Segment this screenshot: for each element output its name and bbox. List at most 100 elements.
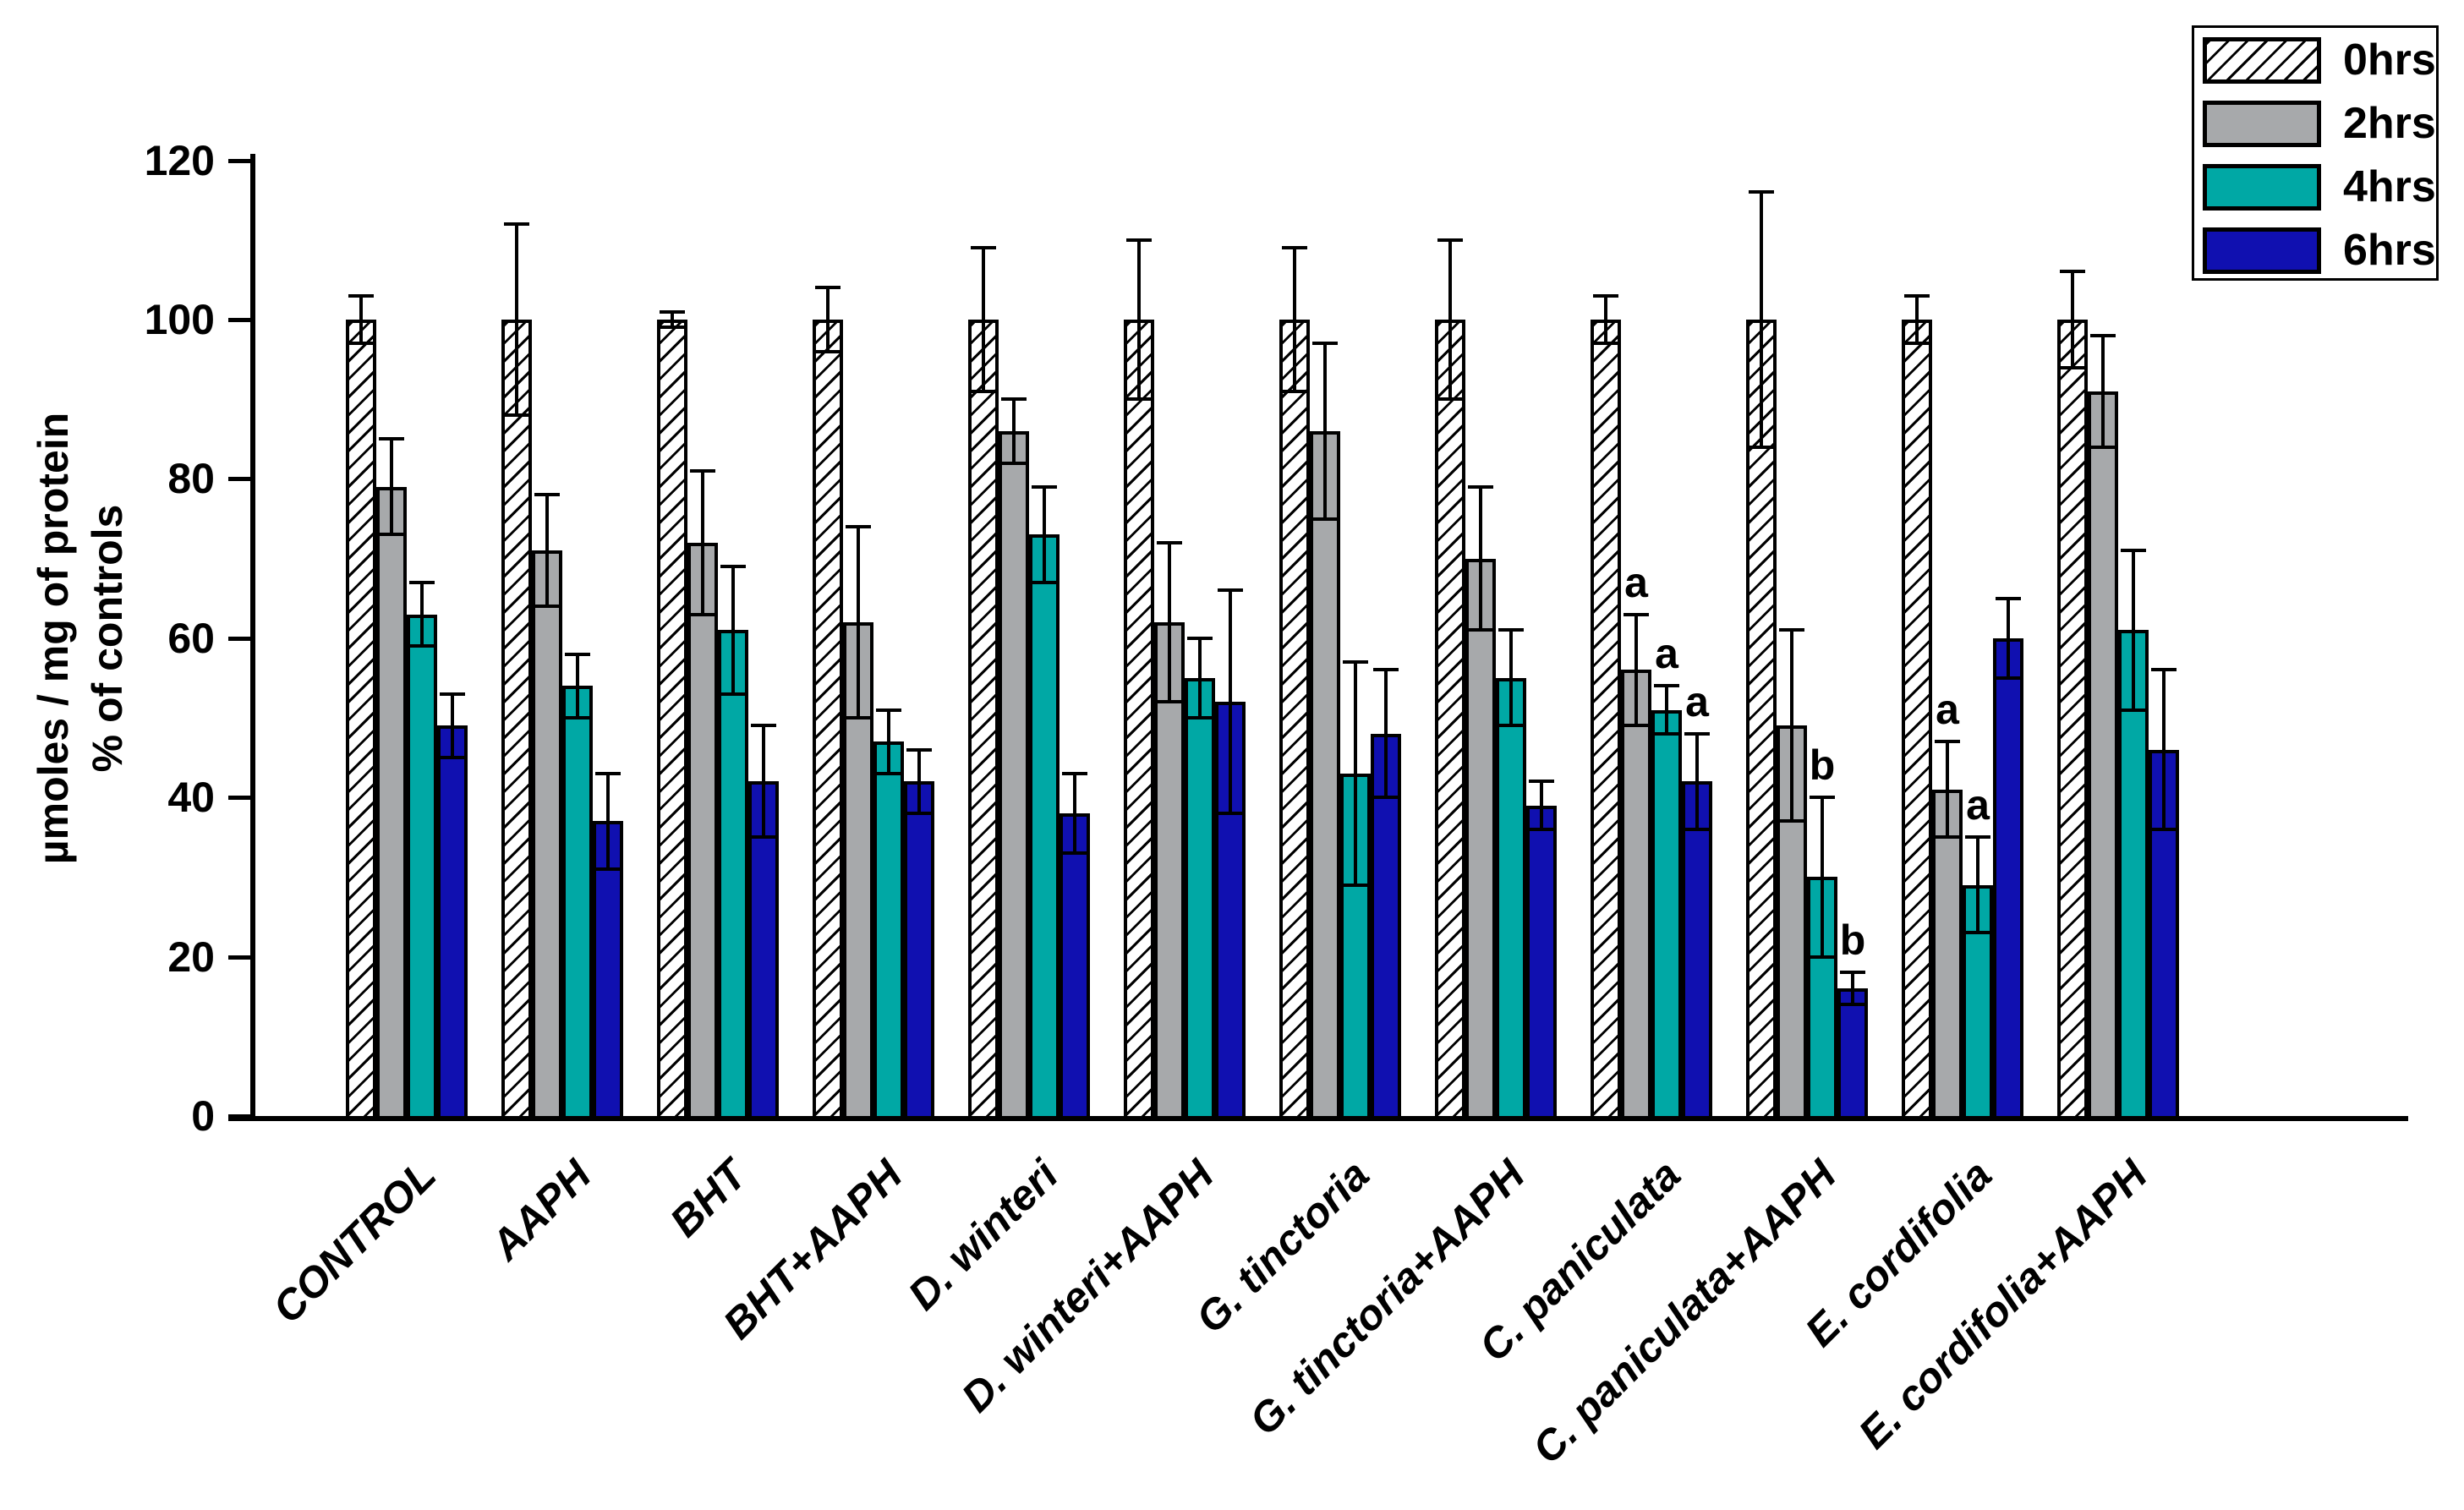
error-bar-cap-top — [2121, 549, 2146, 553]
error-bar-cap-top — [1062, 771, 1087, 775]
error-bar-cap-bottom — [1965, 931, 1990, 935]
error-bar-line — [1760, 192, 1763, 447]
bar-4hrs — [1029, 534, 1060, 1119]
error-bar-line — [359, 295, 363, 344]
significance-letter: a — [1655, 630, 1678, 678]
error-bar-cap-top — [1840, 971, 1865, 975]
bar-2hrs — [1154, 621, 1185, 1119]
error-bar-cap-bottom — [440, 756, 465, 760]
error-bar-line — [515, 223, 518, 416]
error-bar-cap-bottom — [1282, 389, 1307, 393]
error-bar-cap-bottom — [565, 716, 590, 719]
error-bar-cap-top — [1529, 780, 1554, 784]
error-bar-cap-top — [1810, 796, 1835, 800]
bar-4hrs — [873, 741, 904, 1119]
error-bar-line — [701, 470, 704, 615]
error-bar-cap-bottom — [906, 812, 932, 816]
x-category-label: CONTROL — [263, 1151, 445, 1332]
bar-2hrs — [687, 542, 718, 1119]
error-bar-cap-bottom — [1904, 342, 1930, 346]
significance-letter: b — [1839, 916, 1866, 965]
bar-0hrs — [1746, 320, 1777, 1119]
error-bar-cap-top — [1157, 540, 1182, 544]
error-bar-cap-top — [1126, 238, 1152, 242]
legend-item-0hrs: 0hrs — [2203, 36, 2436, 84]
error-bar-cap-bottom — [348, 342, 374, 346]
error-bar-line — [1851, 972, 1854, 1005]
error-bar-cap-bottom — [2151, 827, 2177, 831]
significance-letter: a — [1685, 677, 1709, 725]
legend-swatch-2hrs — [2203, 100, 2321, 147]
error-bar-cap-bottom — [1437, 397, 1463, 402]
bar-2hrs — [376, 486, 407, 1119]
error-bar-line — [826, 287, 830, 352]
error-bar-line — [1604, 295, 1607, 344]
legend-label: 2hrs — [2343, 99, 2436, 148]
error-bar-cap-top — [1468, 484, 1493, 489]
legend-item-4hrs: 4hrs — [2203, 163, 2436, 211]
y-tick — [228, 955, 250, 960]
error-bar-cap-top — [1779, 628, 1804, 632]
bar-4hrs — [1651, 709, 1682, 1119]
error-bar-line — [762, 725, 765, 838]
error-bar-cap-bottom — [1810, 955, 1835, 959]
bar-4hrs — [1496, 677, 1526, 1119]
legend-item-6hrs: 6hrs — [2203, 227, 2436, 274]
bar-4hrs — [718, 630, 748, 1119]
bar-6hrs — [1837, 988, 1868, 1119]
error-bar-cap-top — [1593, 293, 1618, 298]
x-category-label: C. paniculata+AAPH — [1523, 1151, 1845, 1473]
x-category-label: AAPH — [482, 1151, 600, 1270]
error-bar-cap-top — [1965, 835, 1990, 840]
error-bar-cap-top — [1935, 740, 1960, 744]
error-bar-cap-top — [1282, 246, 1307, 250]
error-bar-cap-top — [379, 437, 404, 441]
x-category-label: BHT — [660, 1151, 756, 1246]
error-bar-cap-bottom — [1032, 580, 1057, 584]
error-bar-line — [545, 495, 549, 607]
error-bar-cap-top — [504, 222, 529, 226]
error-bar-line — [2132, 550, 2135, 710]
error-bar-line — [1012, 399, 1016, 463]
error-bar-line — [917, 749, 921, 814]
error-bar-line — [2007, 598, 2010, 678]
error-bar-cap-bottom — [1312, 517, 1338, 521]
bar-4hrs — [2118, 630, 2149, 1119]
error-bar-line — [1540, 781, 1543, 829]
error-bar-cap-top — [1218, 588, 1243, 593]
error-bar-cap-bottom — [1468, 628, 1493, 632]
error-bar-cap-top — [1498, 628, 1524, 632]
error-bar-cap-top — [720, 565, 746, 569]
error-bar-line — [1665, 686, 1668, 734]
legend-item-2hrs: 2hrs — [2203, 100, 2436, 147]
bar-2hrs — [532, 550, 562, 1119]
error-bar-line — [606, 773, 610, 869]
y-tick-label: 60 — [167, 614, 215, 662]
error-bar-cap-top — [815, 286, 840, 290]
error-bar-cap-bottom — [1498, 724, 1524, 728]
error-bar-cap-top — [1312, 342, 1338, 346]
error-bar-cap-top — [595, 771, 621, 775]
error-bar-line — [2071, 271, 2074, 368]
error-bar-cap-bottom — [1749, 445, 1774, 449]
bar-0hrs — [2057, 320, 2088, 1119]
error-bar-line — [1821, 797, 1824, 957]
legend-label: 4hrs — [2343, 162, 2436, 211]
error-bar-line — [1479, 486, 1482, 631]
error-bar-cap-top — [1001, 397, 1027, 402]
bar-0hrs — [1435, 320, 1465, 1119]
bar-0hrs — [1591, 320, 1621, 1119]
y-tick-label: 20 — [167, 933, 215, 981]
y-tick — [228, 318, 250, 322]
error-bar-cap-bottom — [1187, 716, 1213, 719]
error-bar-cap-bottom — [1126, 397, 1152, 402]
error-bar-cap-top — [751, 724, 776, 728]
error-bar-line — [1229, 590, 1232, 814]
y-tick — [228, 477, 250, 482]
error-bar-cap-top — [348, 293, 374, 298]
error-bar-cap-top — [971, 246, 996, 250]
bar-4hrs — [562, 686, 593, 1119]
error-bar-cap-bottom — [1373, 796, 1399, 800]
bar-6hrs — [437, 725, 468, 1119]
